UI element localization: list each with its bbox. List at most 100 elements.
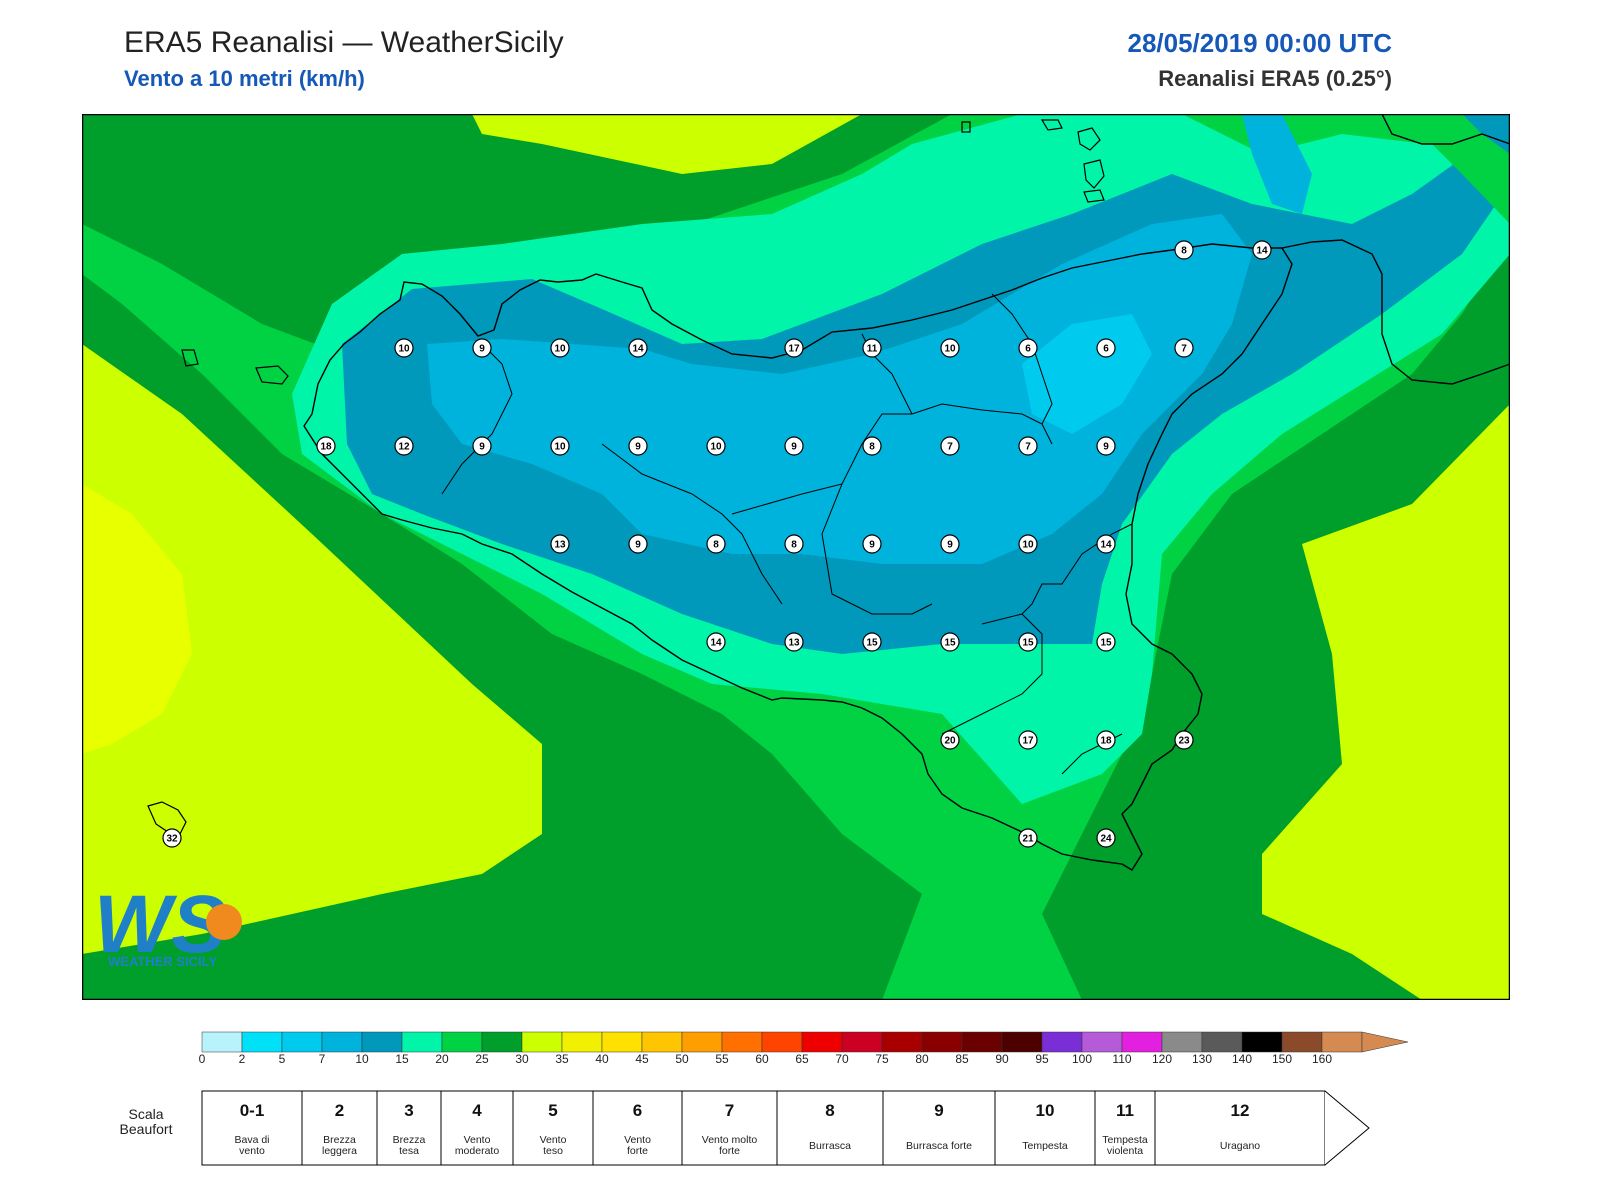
colorbar-swatch xyxy=(521,1031,563,1053)
colorbar-swatch xyxy=(201,1031,243,1053)
beaufort-desc: Uragano xyxy=(1220,1140,1260,1152)
station-value: 8 xyxy=(713,540,719,551)
wind-band-7-10 xyxy=(427,214,1252,564)
colorbar-tick: 110 xyxy=(1112,1052,1131,1064)
station-value: 9 xyxy=(479,344,485,355)
colorbar-swatch xyxy=(721,1031,763,1053)
station-value: 24 xyxy=(1100,834,1112,845)
station-marker: 20 xyxy=(940,730,960,750)
beaufort-cell: 11 Tempesta violenta xyxy=(1094,1090,1156,1166)
colorbar-swatch xyxy=(361,1031,403,1053)
station-value: 9 xyxy=(635,442,641,453)
station-marker: 10 xyxy=(550,436,570,456)
station-value: 9 xyxy=(635,540,641,551)
beaufort-desc: Burrasca xyxy=(809,1140,851,1152)
colorbar-tick: 160 xyxy=(1312,1052,1332,1064)
colorbar-swatch xyxy=(921,1031,963,1053)
station-marker: 18 xyxy=(316,436,336,456)
island-marettimo xyxy=(181,349,199,367)
beaufort-cell: 4 Vento moderato xyxy=(440,1090,514,1166)
beaufort-number: 2 xyxy=(335,1101,344,1120)
beaufort-number: 3 xyxy=(404,1101,413,1120)
station-value: 17 xyxy=(1022,736,1034,747)
station-value: 14 xyxy=(710,638,722,649)
wind-band-30-35-east xyxy=(1262,404,1510,1000)
map-subtitle: Vento a 10 metri (km/h) xyxy=(124,66,365,91)
beaufort-number: 4 xyxy=(472,1101,482,1120)
beaufort-cell: 12 Uragano xyxy=(1154,1090,1326,1166)
station-marker: 6 xyxy=(1096,338,1116,358)
station-marker: 11 xyxy=(862,338,882,358)
colorbar-swatch xyxy=(1241,1031,1283,1053)
station-marker: 10 xyxy=(706,436,726,456)
station-value: 9 xyxy=(869,540,875,551)
beaufort-desc: Burrasca forte xyxy=(906,1140,972,1152)
beaufort-number: 5 xyxy=(548,1101,557,1120)
station-marker: 7 xyxy=(940,436,960,456)
station-marker: 8 xyxy=(784,534,804,554)
colorbar-tick: 15 xyxy=(395,1052,409,1064)
calabria-coastline xyxy=(1281,114,1510,385)
colorbar-swatch xyxy=(1201,1031,1243,1053)
logo-caption: WEATHER SICILY xyxy=(108,954,217,969)
station-marker: 8 xyxy=(1174,240,1194,260)
station-marker: 15 xyxy=(940,632,960,652)
beaufort-desc: Bava di vento xyxy=(234,1134,269,1157)
colorbar-tick: 10 xyxy=(355,1052,369,1064)
station-markers: 10 9 10 14 17 11 10 6 6 7 18 12 9 10 9 10 9 8 7 7 9 13 9 8 8 9 9 10… xyxy=(162,240,1272,848)
colorbar-swatch xyxy=(441,1031,483,1053)
beaufort-cell: 2 Brezza leggera xyxy=(301,1090,378,1166)
island-favignana xyxy=(255,365,289,385)
colorbar-tick: 30 xyxy=(515,1052,529,1064)
wind-map: 10 9 10 14 17 11 10 6 6 7 18 12 9 10 9 10 9 8 7 7 9 13 9 8 8 9 9 10… xyxy=(82,114,1510,1000)
colorbar: 0 2 5 7 10 15 20 25 30 35 40 45 50 55 60 65 70 75 80 85 90 95… xyxy=(199,1031,1409,1064)
beaufort-scale-label: Scala Beaufort xyxy=(119,1106,173,1137)
station-value: 13 xyxy=(788,638,800,649)
colorbar-swatch xyxy=(481,1031,523,1053)
station-value: 20 xyxy=(944,736,956,747)
colorbar-tick: 85 xyxy=(955,1052,969,1064)
station-marker: 12 xyxy=(394,436,414,456)
model-resolution: Reanalisi ERA5 (0.25°) xyxy=(1158,66,1392,91)
colorbar-swatch xyxy=(241,1031,283,1053)
colorbar-tick: 100 xyxy=(1072,1052,1092,1064)
colorbar-tick: 60 xyxy=(755,1052,769,1064)
colorbar-swatch xyxy=(281,1031,323,1053)
beaufort-number: 10 xyxy=(1036,1101,1055,1120)
station-marker: 6 xyxy=(1018,338,1038,358)
beaufort-desc: Vento moderato xyxy=(455,1134,500,1157)
station-value: 10 xyxy=(554,442,566,453)
sun-icon xyxy=(206,904,242,940)
station-marker: 17 xyxy=(1018,730,1038,750)
station-value: 18 xyxy=(1100,736,1112,747)
station-value: 11 xyxy=(867,344,878,355)
station-marker: 9 xyxy=(940,534,960,554)
station-marker: 14 xyxy=(1252,240,1272,260)
station-value: 15 xyxy=(1022,638,1034,649)
station-value: 10 xyxy=(554,344,566,355)
station-marker: 18 xyxy=(1096,730,1116,750)
station-value: 15 xyxy=(1100,638,1112,649)
station-value: 7 xyxy=(1025,442,1031,453)
colorbar-swatch xyxy=(1081,1031,1123,1053)
colorbar-swatch xyxy=(561,1031,603,1053)
colorbar-swatch xyxy=(841,1031,883,1053)
colorbar-swatch xyxy=(761,1031,803,1053)
beaufort-desc: Vento molto forte xyxy=(702,1134,758,1157)
colorbar-tick: 50 xyxy=(675,1052,689,1064)
station-marker: 10 xyxy=(550,338,570,358)
station-marker: 13 xyxy=(550,534,570,554)
colorbar-tick: 20 xyxy=(435,1052,449,1064)
station-marker: 13 xyxy=(784,632,804,652)
station-value: 14 xyxy=(1100,540,1112,551)
station-marker: 15 xyxy=(1018,632,1038,652)
station-marker: 14 xyxy=(1096,534,1116,554)
station-value: 7 xyxy=(1181,344,1187,355)
station-value: 9 xyxy=(1103,442,1109,453)
station-value: 10 xyxy=(944,344,956,355)
colorbar-tick: 55 xyxy=(715,1052,729,1064)
island-vulcano xyxy=(1083,189,1105,203)
colorbar-tick: 5 xyxy=(279,1052,286,1064)
station-value: 10 xyxy=(710,442,722,453)
island-alicudi xyxy=(961,121,971,133)
